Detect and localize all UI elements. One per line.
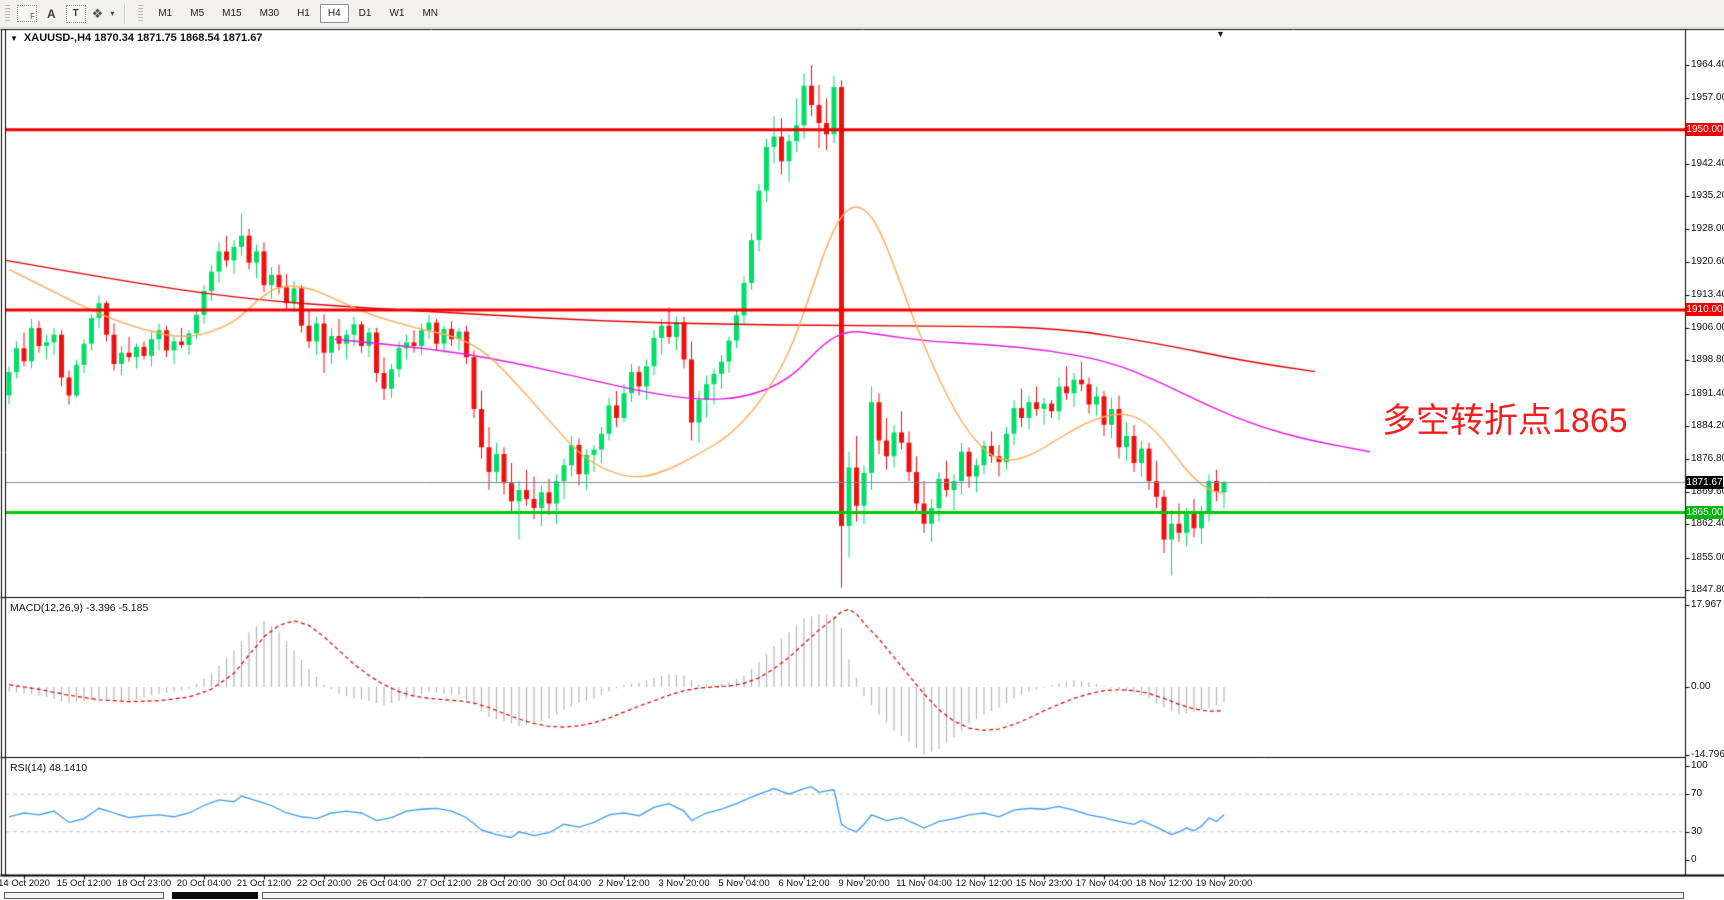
timeframe-button-h1[interactable]: H1 (297, 8, 310, 19)
status-bar-segment (262, 892, 1684, 899)
time-axis-label: 18 Oct 23:00 (116, 878, 172, 889)
price-axis-tick: 1891.40 (1691, 387, 1724, 399)
timeframe-button-mn[interactable]: MN (422, 8, 439, 19)
time-axis-label: 19 Nov 20:00 (1195, 878, 1253, 889)
price-axis-tick: 1920.60 (1691, 256, 1724, 268)
indicator-window-icon[interactable]: F (17, 5, 37, 22)
time-axis-label: 18 Nov 12:00 (1135, 878, 1193, 889)
timeframe-button-m15[interactable]: M15 (222, 8, 242, 19)
status-bar-segment (4, 892, 164, 899)
time-axis-label: 22 Oct 20:00 (296, 878, 352, 889)
time-axis-label: 30 Oct 04:00 (536, 878, 592, 889)
macd-label: MACD(12,26,9) -3.396 -5.185 (10, 602, 149, 614)
timeframe-button-h4[interactable]: H4 (319, 4, 349, 23)
timeframe-button-m5[interactable]: M5 (190, 8, 205, 19)
chart-shift-marker[interactable]: ▼ (1216, 29, 1225, 39)
status-bar-segment (172, 892, 258, 899)
rsi-axis-tick: 70 (1691, 788, 1703, 800)
toolbar-grip[interactable] (5, 4, 10, 23)
time-axis-label: 14 Oct 2020 (0, 878, 50, 889)
price-axis-tick: 1876.80 (1691, 453, 1724, 465)
text-tool-icon[interactable]: T (65, 4, 86, 23)
time-axis-label: 20 Oct 04:00 (176, 878, 232, 889)
price-axis-tick: 1928.00 (1691, 222, 1724, 234)
toolbar-grip[interactable] (138, 4, 144, 23)
time-axis-label: 3 Nov 20:00 (658, 878, 710, 889)
time-axis-label: 2 Nov 12:00 (598, 878, 650, 889)
timeframe-button-m30[interactable]: M30 (259, 8, 280, 19)
price-axis-tick: 1913.40 (1691, 288, 1724, 300)
price-axis-tick: 1884.20 (1691, 420, 1724, 432)
time-axis-label: 17 Nov 04:00 (1075, 878, 1133, 889)
time-axis-label: 28 Oct 20:00 (476, 878, 532, 889)
price-axis-tick: 1898.80 (1691, 354, 1724, 366)
price-axis-tick: 1847.80 (1691, 583, 1724, 595)
chart-title: ▼ XAUUSD-,H4 1870.34 1871.75 1868.54 187… (10, 32, 262, 44)
timeframe-toolbar: M1 M5 M15 M30 H1 H4 D1 W1 MN (150, 4, 446, 23)
rsi-axis-tick: 0 (1691, 854, 1697, 865)
price-axis-tick: 1957.00 (1691, 92, 1724, 104)
main-toolbar: F A T ❖ ▾ M1 M5 M15 M30 H1 H4 D1 W1 MN (0, 0, 1724, 28)
font-tool-icon[interactable]: A (47, 6, 56, 21)
time-axis-label: 12 Nov 12:00 (955, 878, 1013, 889)
time-axis-label: 21 Oct 12:00 (236, 878, 292, 889)
price-axis-tick: 1942.40 (1691, 158, 1724, 170)
time-axis-label: 11 Nov 04:00 (896, 878, 952, 889)
price-badge-1871.67: 1871.67 (1686, 476, 1723, 489)
price-axis-tick: 1855.00 (1691, 551, 1724, 563)
time-axis-label: 9 Nov 20:00 (838, 878, 890, 889)
price-axis-tick: 1964.40 (1691, 59, 1724, 70)
objects-dropdown-icon[interactable]: ▾ (110, 9, 115, 18)
objects-icon[interactable]: ❖ (91, 5, 104, 21)
price-badge-1950.00: 1950.00 (1686, 123, 1723, 137)
timeframe-button-w1[interactable]: W1 (389, 8, 405, 19)
symbol-dropdown-icon[interactable]: ▼ (10, 33, 18, 43)
price-axis-tick: 1869.60 (1691, 485, 1724, 497)
macd-axis-tick: 0.00 (1691, 681, 1711, 692)
toolbar-separator (124, 3, 126, 24)
rsi-axis-tick: 100 (1691, 760, 1708, 771)
price-axis-tick: 1935.20 (1691, 190, 1724, 202)
time-axis-label: 27 Oct 12:00 (416, 878, 472, 889)
rsi-axis-tick: 30 (1691, 825, 1703, 837)
annotation-text: 多空转折点1865 (1382, 402, 1628, 440)
price-badge-1910.00: 1910.00 (1686, 303, 1723, 317)
price-badge-1865.00: 1865.00 (1686, 506, 1723, 520)
time-axis-label: 5 Nov 04:00 (718, 878, 770, 889)
price-axis-tick: 1862.40 (1691, 518, 1724, 530)
timeframe-button-m1[interactable]: M1 (158, 8, 173, 19)
macd-axis-tick: -14.796 (1691, 748, 1724, 760)
time-axis-label: 26 Oct 04:00 (356, 878, 412, 889)
price-axis-tick: 1906.00 (1691, 321, 1724, 333)
macd-axis-tick: 17.967 (1691, 598, 1722, 610)
chart-title-text: XAUUSD-,H4 1870.34 1871.75 1868.54 1871.… (23, 32, 263, 44)
time-axis-label: 6 Nov 12:00 (778, 878, 830, 889)
timeframe-button-d1[interactable]: D1 (358, 8, 372, 19)
rsi-label: RSI(14) 48.1410 (10, 762, 88, 774)
time-axis-label: 15 Oct 12:00 (56, 878, 112, 889)
time-axis-label: 15 Nov 23:00 (1015, 878, 1073, 889)
